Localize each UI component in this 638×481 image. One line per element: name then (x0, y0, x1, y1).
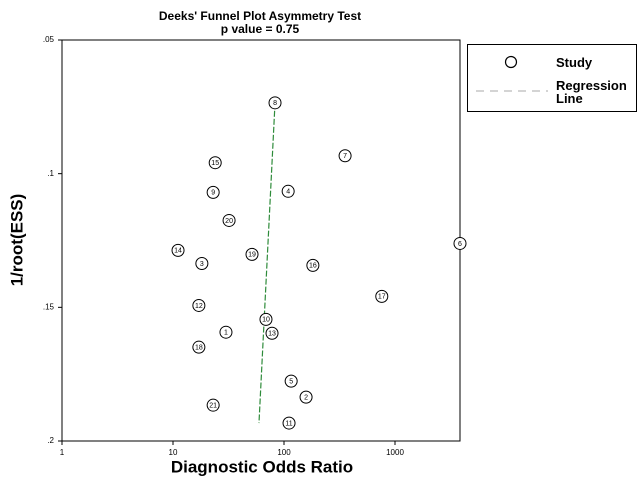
study-point (375, 289, 389, 303)
study-label: 7 (343, 153, 347, 160)
study-point (284, 374, 298, 388)
study-label: 16 (309, 263, 317, 270)
study-label: 10 (262, 317, 270, 324)
study-label: 1 (224, 330, 228, 337)
legend-symbol (504, 55, 518, 69)
plot-frame (61, 39, 461, 442)
chart-subtitle: p value = 0.75 (221, 22, 300, 36)
study-point (206, 185, 220, 199)
y-tick-label: .15 (43, 302, 55, 311)
study-label: 4 (286, 189, 290, 196)
study-point (171, 243, 185, 257)
study-label: 20 (225, 218, 233, 225)
x-tick-label: 100 (277, 448, 291, 457)
study-label: 21 (209, 403, 217, 410)
study-label: 13 (268, 331, 276, 338)
study-point (282, 416, 296, 430)
study-point (306, 258, 320, 272)
x-tick-label: 10 (169, 448, 178, 457)
regression-line (258, 102, 276, 424)
study-label: 3 (200, 261, 204, 268)
study-point (195, 256, 209, 270)
study-label: 11 (285, 420, 292, 427)
study-point (265, 326, 279, 340)
study-point (268, 96, 282, 110)
study-point (192, 340, 206, 354)
study-label: 19 (248, 252, 256, 259)
study-point (219, 325, 233, 339)
legend-label: Regression Line (556, 78, 627, 106)
study-point (222, 213, 236, 227)
study-point (206, 398, 220, 412)
study-point (299, 390, 313, 404)
study-point (208, 156, 222, 170)
study-label: 8 (273, 100, 277, 107)
study-label: 12 (195, 303, 203, 310)
study-point (453, 236, 467, 250)
study-point (245, 247, 259, 261)
legend: Study Regression Line (467, 44, 637, 112)
x-tick-label: 1 (60, 448, 65, 457)
study-point (281, 184, 295, 198)
y-tick-label: .2 (47, 436, 54, 445)
study-label: 2 (304, 395, 308, 402)
study-label: 17 (378, 294, 386, 301)
x-tick-label: 1000 (386, 448, 404, 457)
y-tick-label: .1 (47, 169, 54, 178)
y-tick-label: .05 (43, 35, 55, 44)
legend-symbol (476, 90, 548, 92)
study-point (338, 149, 352, 163)
study-label: 5 (289, 378, 293, 385)
study-point (259, 312, 273, 326)
study-label: 9 (211, 190, 215, 197)
legend-label: Study (556, 55, 593, 70)
study-point (192, 298, 206, 312)
x-axis-label: Diagnostic Odds Ratio (171, 457, 353, 476)
study-label: 15 (211, 160, 219, 167)
study-label: 6 (458, 241, 462, 248)
chart-title: Deeks' Funnel Plot Asymmetry Test (159, 9, 361, 23)
study-label: 18 (195, 345, 203, 352)
y-axis-label: 1/root(ESS) (7, 194, 26, 287)
study-label: 14 (174, 248, 182, 255)
